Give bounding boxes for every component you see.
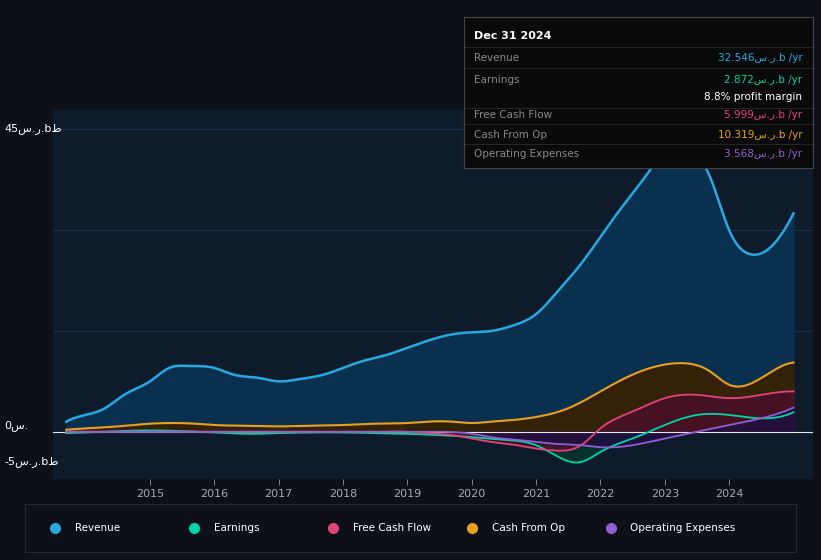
Text: 0س.: 0س. [4,420,29,431]
Text: Free Cash Flow: Free Cash Flow [353,523,431,533]
Text: Cash From Op: Cash From Op [475,130,548,140]
Text: 5.999س.ر.b /yr: 5.999س.ر.b /yr [724,110,802,120]
Text: 8.8% profit margin: 8.8% profit margin [704,92,802,102]
Text: Earnings: Earnings [213,523,259,533]
Text: 32.546س.ر.b /yr: 32.546س.ر.b /yr [718,53,802,63]
Text: Cash From Op: Cash From Op [492,523,565,533]
Text: Revenue: Revenue [475,53,520,63]
Text: -5س.ر.bط: -5س.ر.bط [4,456,58,468]
Text: Free Cash Flow: Free Cash Flow [475,110,553,120]
Text: 10.319س.ر.b /yr: 10.319س.ر.b /yr [718,130,802,140]
Text: Operating Expenses: Operating Expenses [475,150,580,160]
Text: Earnings: Earnings [475,75,520,85]
Text: Revenue: Revenue [75,523,120,533]
Text: 3.568س.ر.b /yr: 3.568س.ر.b /yr [724,150,802,160]
Text: 2.872س.ر.b /yr: 2.872س.ر.b /yr [724,75,802,85]
Text: Operating Expenses: Operating Expenses [631,523,736,533]
Text: Dec 31 2024: Dec 31 2024 [475,31,552,41]
Text: 45س.ر.bط: 45س.ر.bط [4,123,62,134]
